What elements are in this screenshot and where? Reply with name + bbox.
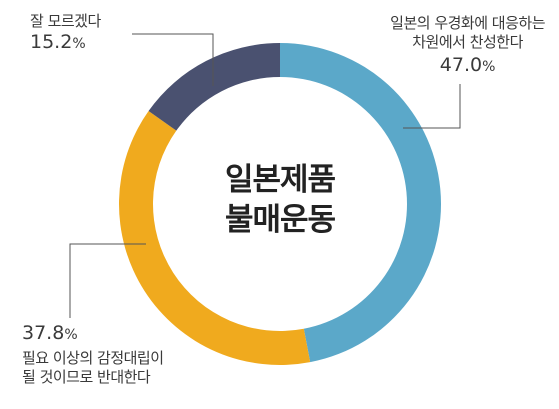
callout-support-label-line-2: 차원에서 찬성한다	[412, 32, 523, 51]
callout-unsure-unit: %	[72, 35, 86, 52]
donut-slice-unsure	[148, 43, 280, 131]
callout-oppose-value-number: 37.8	[22, 322, 65, 344]
callout-oppose-label-line-2: 될 것이므로 반대한다	[22, 367, 151, 386]
callout-support-value: 47.0%	[390, 54, 545, 78]
center-title: 일본제품 불매운동	[180, 160, 380, 241]
callout-oppose-unit: %	[64, 327, 78, 343]
callout-oppose: 37.8% 필요 이상의 감정대립이 될 것이므로 반대한다	[22, 322, 164, 386]
callout-unsure: 잘 모르겠다 15.2%	[30, 12, 101, 55]
callout-support-label-line-1: 일본의 우경화에 대응하는	[390, 14, 545, 32]
callout-support-value-number: 47.0	[439, 53, 483, 76]
callout-unsure-label: 잘 모르겠다	[30, 12, 101, 30]
callout-support: 일본의 우경화에 대응하는 차원에서 찬성한다 47.0%	[390, 14, 545, 77]
leader-line-support	[403, 84, 461, 129]
donut-slice-support	[280, 42, 442, 363]
donut-slice-oppose	[118, 111, 311, 366]
center-title-line-1: 일본제품	[224, 162, 336, 198]
leader-line-oppose	[69, 243, 146, 318]
callout-support-unit: %	[482, 58, 496, 75]
callout-oppose-value: 37.8%	[22, 322, 164, 346]
callout-oppose-label-line-1: 필요 이상의 감정대립이	[22, 348, 164, 367]
leader-line-unsure	[132, 33, 214, 86]
callout-unsure-value-number: 15.2	[30, 30, 73, 53]
callout-unsure-value: 15.2%	[30, 31, 101, 55]
center-title-line-2: 불매운동	[224, 202, 336, 239]
